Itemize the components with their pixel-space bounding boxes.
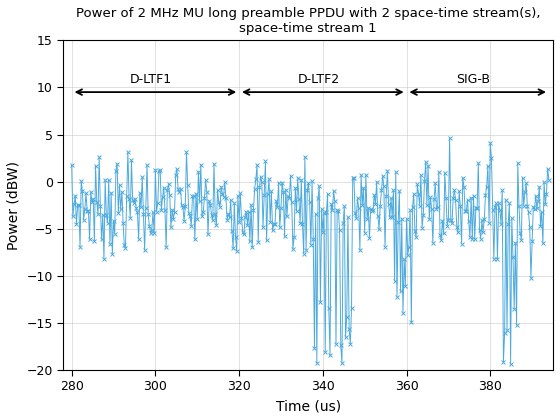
- Text: D-LTF2: D-LTF2: [297, 74, 340, 87]
- Y-axis label: Power (dBW): Power (dBW): [7, 161, 21, 249]
- X-axis label: Time (us): Time (us): [276, 399, 340, 413]
- Text: D-LTF1: D-LTF1: [130, 74, 172, 87]
- Text: SIG-B: SIG-B: [456, 74, 491, 87]
- Title: Power of 2 MHz MU long preamble PPDU with 2 space-time stream(s),
space-time str: Power of 2 MHz MU long preamble PPDU wit…: [76, 7, 540, 35]
